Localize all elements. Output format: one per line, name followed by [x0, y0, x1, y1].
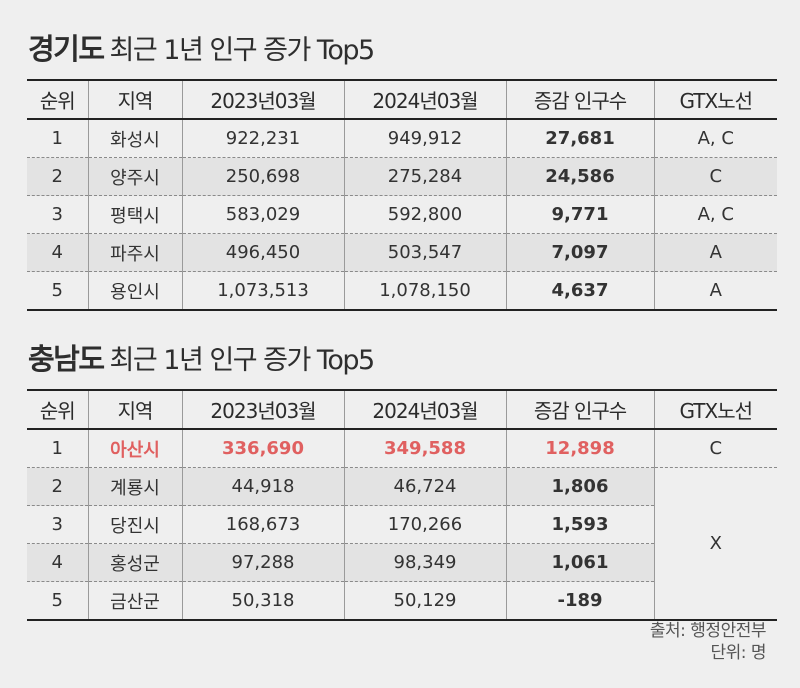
pop-2023-cell: 496,450: [181, 233, 344, 272]
rank-cell: 4: [27, 543, 88, 582]
table-row: 3 평택시 583,029 592,800 9,771 A, C: [27, 195, 777, 234]
change-cell: 1,061: [505, 543, 654, 582]
region-cell: 용인시: [87, 271, 182, 310]
rank-cell: 1: [51, 438, 63, 459]
rank-cell: 5: [51, 280, 63, 301]
pop-2024-cell: 503,547: [343, 233, 506, 272]
rank-cell: 2: [27, 467, 88, 506]
pop-2023-cell: 168,673: [181, 505, 344, 544]
header-change: 증감 인구수: [505, 390, 654, 429]
region-cell: 당진시: [87, 505, 182, 544]
pop-2024-cell: 98,349: [343, 543, 506, 582]
header-gtx: GTX노선: [653, 80, 777, 119]
header-2023: 2023년03월: [181, 390, 344, 429]
header-rank: 순위: [39, 399, 76, 423]
table2-title-text: 최근 1년 인구 증가 Top5: [109, 345, 376, 376]
pop-2023-cell: 44,918: [181, 467, 344, 506]
table1-title-text: 최근 1년 인구 증가 Top5: [109, 35, 376, 66]
rank-cell: 3: [51, 514, 63, 535]
table-row: 4 파주시 496,450 503,547 7,097 A: [27, 233, 777, 272]
change-cell: 1,593: [505, 505, 654, 544]
change-cell: 4,637: [505, 271, 654, 310]
table2-title: 충남도 최근 1년 인구 증가 Top5: [28, 336, 376, 378]
table-row: 2 양주시 250,698 275,284 24,586 C: [27, 157, 777, 196]
table-row: 5 금산군 50,318 50,129 -189: [27, 581, 777, 620]
gtx-cell: A: [653, 233, 777, 272]
pop-2024-cell: 46,724: [343, 467, 506, 506]
table2-title-region: 충남도: [28, 342, 105, 376]
header-2024: 2024년03월: [343, 390, 506, 429]
change-cell: 27,681: [505, 119, 654, 158]
gtx-cell: A, C: [653, 195, 777, 234]
chungnam-table: 순위 지역 2023년03월 2024년03월 증감 인구수 GTX노선 1 아…: [27, 389, 777, 621]
pop-2024-cell: 275,284: [343, 157, 506, 196]
pop-2024-cell: 949,912: [343, 119, 506, 158]
pop-2023-cell: 50,318: [181, 581, 344, 620]
pop-2024-cell: 50,129: [343, 581, 506, 620]
source-text: 출처: 행정안전부: [649, 621, 767, 641]
pop-2023-cell: 336,690: [181, 429, 344, 468]
region-cell: 양주시: [87, 157, 182, 196]
pop-2023-cell: 97,288: [181, 543, 344, 582]
pop-2023-cell: 583,029: [181, 195, 344, 234]
pop-2023-cell: 922,231: [181, 119, 344, 158]
pop-2023-cell: 250,698: [181, 157, 344, 196]
region-cell: 평택시: [87, 195, 182, 234]
region-cell: 계룡시: [87, 467, 182, 506]
region-cell: 금산군: [87, 581, 182, 620]
header-2023: 2023년03월: [181, 80, 344, 119]
footer-note: 출처: 행정안전부 단위: 명: [649, 620, 767, 664]
region-cell: 화성시: [87, 119, 182, 158]
header-rank: 순위: [39, 89, 76, 113]
rank-cell: 4: [27, 233, 88, 272]
pop-2024-cell: 1,078,150: [343, 271, 506, 310]
gtx-cell-merged: X: [653, 467, 777, 620]
header-gtx: GTX노선: [653, 390, 777, 429]
change-cell: 12,898: [505, 429, 654, 468]
rank-cell: 1: [51, 128, 63, 149]
header-region: 지역: [87, 390, 182, 429]
rank-cell: 2: [27, 157, 88, 196]
change-cell: 24,586: [505, 157, 654, 196]
rank-cell: 5: [51, 590, 63, 611]
table1-title: 경기도 최근 1년 인구 증가 Top5: [28, 26, 376, 68]
gtx-cell: C: [653, 429, 777, 468]
pop-2024-cell: 592,800: [343, 195, 506, 234]
gtx-cell: A, C: [653, 119, 777, 158]
change-cell: 1,806: [505, 467, 654, 506]
unit-text: 단위: 명: [710, 643, 766, 663]
rank-cell: 3: [51, 204, 63, 225]
gtx-cell: C: [653, 157, 777, 196]
region-cell: 파주시: [87, 233, 182, 272]
table-row: 5 용인시 1,073,513 1,078,150 4,637 A: [27, 271, 777, 310]
header-change: 증감 인구수: [505, 80, 654, 119]
region-cell: 홍성군: [87, 543, 182, 582]
table-header-row: 순위 지역 2023년03월 2024년03월 증감 인구수 GTX노선: [27, 390, 777, 429]
change-cell: -189: [505, 581, 654, 620]
change-cell: 7,097: [505, 233, 654, 272]
table-row: 1 화성시 922,231 949,912 27,681 A, C: [27, 119, 777, 158]
table-row: 2 계룡시 44,918 46,724 1,806 X: [27, 467, 777, 620]
header-2024: 2024년03월: [343, 80, 506, 119]
pop-2023-cell: 1,073,513: [181, 271, 344, 310]
table-header-row: 순위 지역 2023년03월 2024년03월 증감 인구수 GTX노선: [27, 80, 777, 119]
pop-2024-cell: 349,588: [343, 429, 506, 468]
table-row: 4 홍성군 97,288 98,349 1,061: [27, 543, 777, 582]
gtx-cell: A: [653, 271, 777, 310]
region-cell: 아산시: [87, 429, 182, 468]
change-cell: 9,771: [505, 195, 654, 234]
gyeonggi-table: 순위 지역 2023년03월 2024년03월 증감 인구수 GTX노선 1 화…: [27, 79, 777, 311]
table1-title-region: 경기도: [28, 32, 105, 66]
header-region: 지역: [87, 80, 182, 119]
pop-2024-cell: 170,266: [343, 505, 506, 544]
table-row-highlight: 1 아산시 336,690 349,588 12,898 C: [27, 429, 777, 468]
table-row: 3 당진시 168,673 170,266 1,593: [27, 505, 777, 544]
